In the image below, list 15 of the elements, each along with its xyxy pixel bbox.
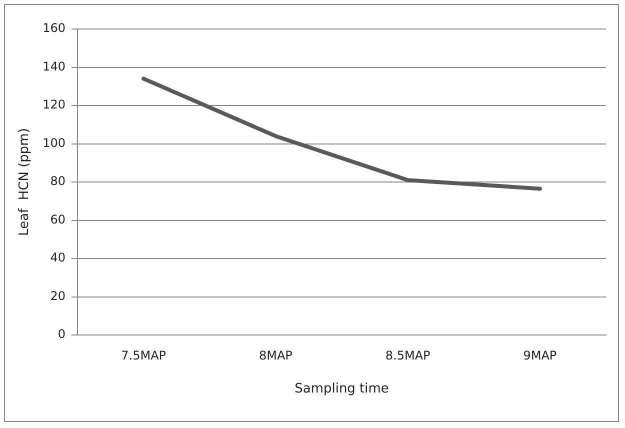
- y-tick-label: 20: [50, 288, 66, 303]
- y-tick-label: 140: [42, 59, 66, 74]
- x-axis-title: Sampling time: [294, 382, 389, 397]
- y-tick-label: 80: [50, 174, 66, 188]
- y-tick-label: 0: [58, 327, 66, 342]
- y-tick-label: 160: [42, 21, 66, 36]
- x-tick-label: 8MAP: [258, 348, 292, 362]
- x-tick-label: 9MAP: [523, 348, 557, 362]
- x-tick-label: 8.5MAP: [385, 348, 430, 362]
- y-tick-label: 40: [50, 250, 66, 265]
- y-tick-label: 120: [42, 98, 66, 112]
- x-tick-label: 7.5MAP: [121, 348, 166, 362]
- y-tick-label: 100: [42, 136, 66, 150]
- y-tick-label: 60: [50, 212, 66, 226]
- y-axis-title: Leaf HCN (ppm): [17, 128, 32, 236]
